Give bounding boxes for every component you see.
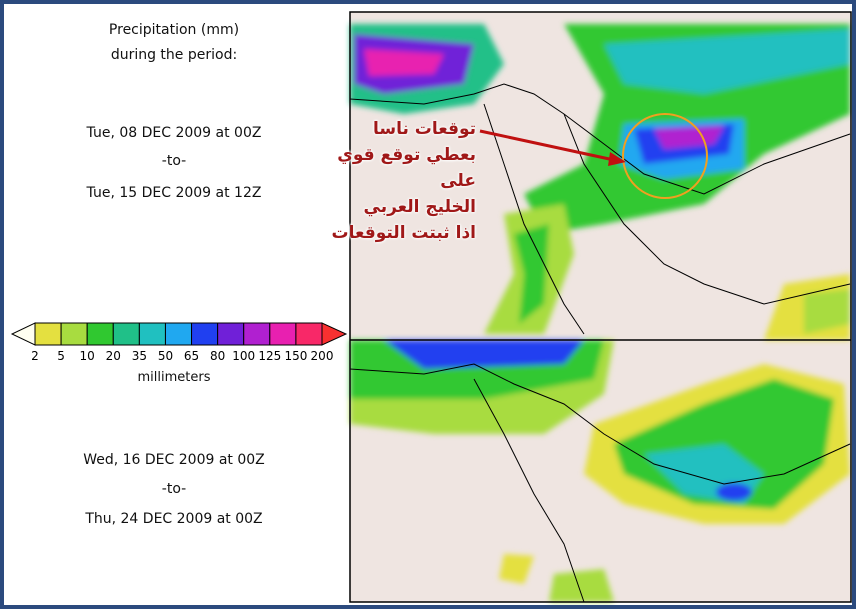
highlight-circle — [622, 113, 708, 199]
legend-tick-label: 100 — [232, 349, 255, 363]
legend-under — [10, 322, 36, 346]
annotation: توقعات ناسا بعطي توقع قوي على الخليج العرب… — [304, 116, 476, 246]
legend-unit: millimeters — [137, 370, 211, 385]
precip-bottom — [350, 340, 850, 602]
legend-tick-label: 65 — [184, 349, 199, 363]
legend-tick-label: 35 — [132, 349, 147, 363]
legend-tick-label: 2 — [31, 349, 39, 363]
legend-swatch — [138, 322, 166, 346]
legend-swatch — [217, 322, 245, 346]
subtitle: during the period: — [110, 47, 238, 63]
legend-tick-label: 10 — [80, 349, 95, 363]
legend-swatch — [60, 322, 88, 346]
annotation-line: اذا ثبتت التوقعات — [331, 223, 476, 243]
title: Precipitation (mm) — [108, 22, 240, 38]
legend-tick-label: 125 — [258, 349, 281, 363]
legend-tick-label: 200 — [311, 349, 334, 363]
legend-tick-label: 150 — [284, 349, 307, 363]
period-start: Tue, 08 DEC 2009 at 00Z — [86, 125, 262, 141]
period-separator: -to- — [161, 153, 187, 169]
legend-swatch — [164, 322, 193, 346]
period-separator: -to- — [161, 481, 187, 497]
map-frame — [349, 11, 852, 603]
legend-swatch — [191, 322, 219, 346]
annotation-arrow — [479, 129, 615, 162]
legend-swatch — [34, 322, 62, 346]
legend-swatch — [112, 322, 140, 346]
annotation-line: الخليج العربي — [363, 197, 476, 217]
period-end: Tue, 15 DEC 2009 at 12Z — [86, 185, 262, 201]
legend: 2 5 10 20 35 50 65 80 100 125 150 200 — [10, 322, 348, 363]
annotation-line: توقعات ناسا — [372, 119, 476, 139]
legend-swatch — [243, 322, 271, 346]
precip-top — [350, 24, 850, 340]
coastlines — [349, 83, 851, 603]
maps: 2 5 10 20 35 50 65 80 100 125 150 200 — [10, 11, 852, 603]
legend-tick-label: 80 — [210, 349, 225, 363]
arrow-head — [608, 152, 626, 166]
legend-tick-label: 5 — [57, 349, 65, 363]
legend-swatch — [269, 322, 297, 346]
period-end: Thu, 24 DEC 2009 at 00Z — [85, 511, 263, 527]
legend-swatch — [86, 322, 114, 346]
legend-swatch — [295, 322, 323, 346]
period-start: Wed, 16 DEC 2009 at 00Z — [83, 452, 265, 468]
annotation-line: بعطي توقع قوي على — [337, 145, 476, 191]
legend-tick-label: 50 — [158, 349, 173, 363]
legend-tick-label: 20 — [106, 349, 121, 363]
legend-over — [321, 322, 348, 346]
